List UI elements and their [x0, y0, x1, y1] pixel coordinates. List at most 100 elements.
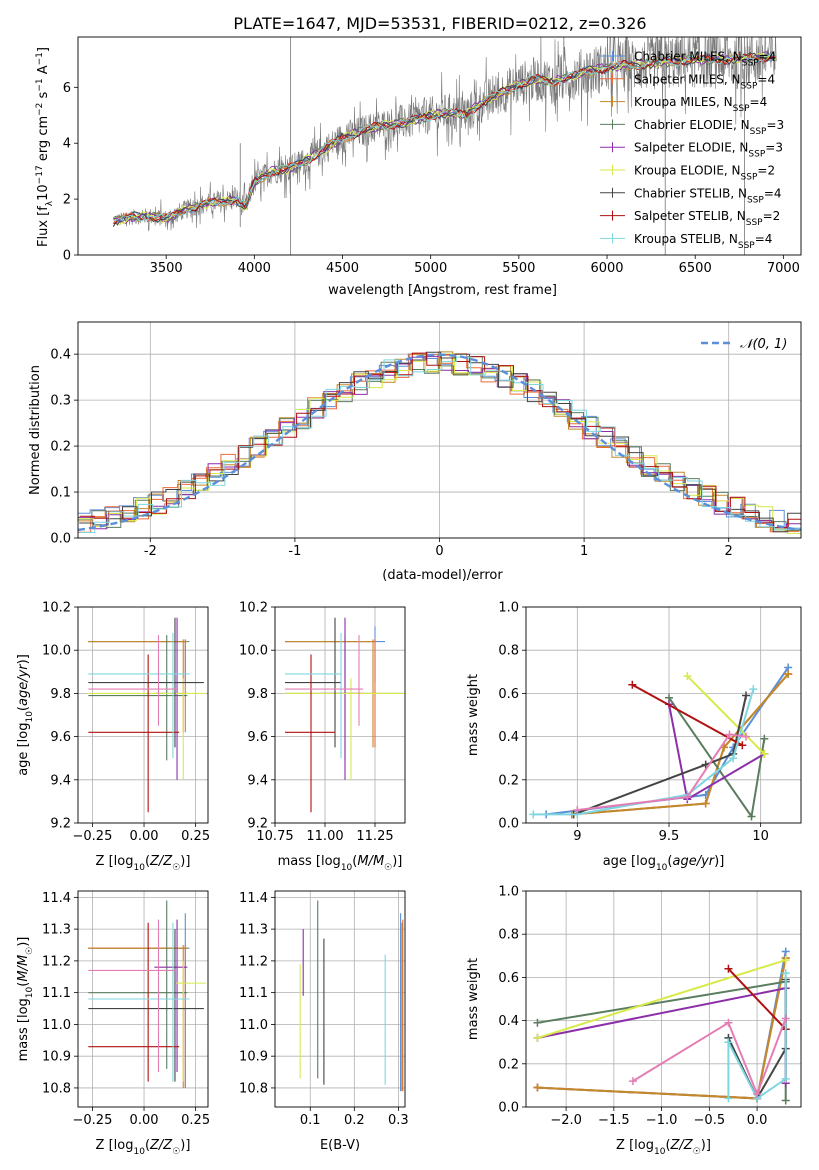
label-part: Z/Z: [670, 1138, 694, 1153]
x-axis-label: mass [log10(M/M☉)]: [278, 854, 403, 873]
label-part: ☉: [172, 1147, 180, 1157]
x-tick-label: 6500: [679, 261, 712, 276]
label-part: mass [log: [16, 998, 31, 1061]
weight-point-marker: [724, 1094, 733, 1103]
figure-title: PLATE=1647, MJD=53531, FIBERID=0212, z=0…: [233, 14, 646, 33]
y-tick-label: 0.4: [498, 1014, 519, 1029]
label-part: =2: [763, 209, 781, 223]
panel-age_vs_mass: 10.75 11.00 11.25 9.2 9.4 9.6 9.8 10.0 10.2 mass …: [239, 601, 406, 873]
label-part: )]: [714, 854, 724, 869]
weight-point-marker: [742, 732, 750, 741]
x-tick-label: 11.00: [306, 829, 343, 844]
model-fit-kroupa_elodie: [113, 52, 776, 226]
axes-frame: [274, 606, 406, 824]
legend-label: Chabrier MILES, NSSP=4: [634, 50, 776, 69]
weight-point-marker: [781, 956, 790, 965]
label-part: 10: [341, 863, 353, 873]
axes-frame: [525, 890, 802, 1108]
x-axis-label: Z [log10(Z/Z☉)]: [96, 854, 191, 873]
gaussian-reference-curve: [78, 353, 801, 532]
x-tick-label: 0.00: [130, 829, 159, 844]
y-tick-label: 1.0: [498, 885, 519, 900]
x-axis-label: wavelength [Angstrom, rest frame]: [328, 283, 557, 298]
weight-point-marker: [781, 1074, 790, 1083]
y-tick-label: 0.6: [498, 687, 519, 702]
label-part: (: [16, 982, 31, 987]
label-part: =4: [750, 95, 768, 109]
weight-point-marker: [781, 969, 790, 978]
weight-line-salpeter_stelib: [631, 683, 743, 747]
label-part: M/M: [16, 955, 31, 982]
weight-point-marker: [724, 964, 733, 973]
label-part: )]: [16, 937, 31, 947]
label-part: Kroupa ELODIE, N: [634, 164, 741, 178]
label-part: −17: [35, 165, 45, 184]
label-part: s: [36, 91, 51, 102]
x-tick-label: 5500: [502, 261, 535, 276]
x-tick-label: 11.25: [356, 829, 393, 844]
x-tick-label: 0.25: [181, 1113, 210, 1128]
y-tick-label: 9.4: [247, 773, 268, 788]
label-part: (: [145, 854, 150, 869]
weight-line-salpeter_stelib: [727, 968, 787, 1030]
y-tick-label: 10.9: [42, 1050, 71, 1065]
weight-line-kroupa_elodie: [537, 959, 786, 1039]
label-part: =4: [759, 50, 777, 64]
label-part: 10: [133, 1147, 145, 1157]
x-axis-label: (data-model)/error: [382, 568, 503, 583]
x-tick-label: −0.25: [73, 829, 113, 844]
legend-label: 𝒩(0, 1): [740, 337, 787, 352]
y-tick-label: 9.2: [247, 817, 268, 832]
label-part: ]: [36, 47, 51, 52]
label-part: Kroupa STELIB, N: [634, 232, 738, 246]
x-tick-label: -1: [288, 544, 301, 559]
label-part: 10: [25, 986, 35, 998]
x-tick-label: 4500: [326, 261, 359, 276]
legend-label: Salpeter ELODIE, NSSP=3: [634, 141, 783, 160]
y-axis-label: age [log10(age/yr)]: [16, 654, 35, 776]
panel-spectrum: 3500 4000 4500 5000 5500 6000 6500 7000 0 2 4 6 wave…: [35, 36, 802, 298]
label-part: Flux [f: [36, 206, 51, 247]
y-tick-label: 9.4: [50, 773, 71, 788]
model-fit-kroupa_stelib: [113, 53, 776, 222]
weight-point-marker: [533, 1033, 542, 1042]
y-tick-label: 0.3: [50, 394, 71, 409]
weight-point-marker: [738, 741, 747, 750]
y-tick-label: 0.2: [50, 440, 71, 455]
panel-mass_vs_Z: −0.25 0.00 0.25 10.8 10.9 11.0 11.1 11.2 11.3 11.…: [16, 890, 210, 1157]
weight-line-chabrier_stelib: [573, 695, 747, 816]
label-part: =4: [755, 232, 773, 246]
label-part: age/yr: [672, 854, 715, 869]
label-part: ☉: [693, 1147, 701, 1157]
weight-point-marker: [747, 812, 756, 821]
label-part: =3: [765, 141, 783, 155]
weight-point-marker: [724, 1018, 733, 1027]
weight-point-marker: [573, 806, 582, 815]
weight-line-pink: [632, 1018, 787, 1097]
legend-label: Chabrier ELODIE, NSSP=3: [634, 118, 784, 137]
plot-area: [526, 891, 801, 1107]
label-part: −1: [35, 52, 45, 65]
weight-point-marker: [628, 1077, 637, 1086]
plot-area: [78, 891, 208, 1107]
weight-line-pink: [577, 733, 747, 811]
x-tick-label: 9.5: [659, 829, 680, 844]
y-tick-label: 1.0: [498, 601, 519, 616]
x-axis-label: Z [log10(Z/Z☉)]: [616, 1138, 711, 1157]
x-axis-label: Z [log10(Z/Z☉)]: [96, 1138, 191, 1157]
y-tick-label: 0.6: [498, 971, 519, 986]
legend-label: Salpeter MILES, NSSP=4: [634, 72, 775, 91]
legend-label: Kroupa ELODIE, NSSP=2: [634, 164, 775, 183]
x-tick-label: -2: [144, 544, 157, 559]
label-part: M/M: [357, 854, 384, 869]
x-tick-label: 10: [752, 829, 769, 844]
weight-point-marker: [529, 810, 538, 819]
axes-frame: [274, 890, 406, 1108]
y-tick-label: 0.0: [498, 1101, 519, 1116]
x-tick-label: 5000: [414, 261, 447, 276]
label-part: )]: [701, 1138, 711, 1153]
y-tick-label: 11.3: [42, 923, 71, 938]
label-part: age [log: [603, 854, 656, 869]
axes-frame: [77, 606, 209, 824]
